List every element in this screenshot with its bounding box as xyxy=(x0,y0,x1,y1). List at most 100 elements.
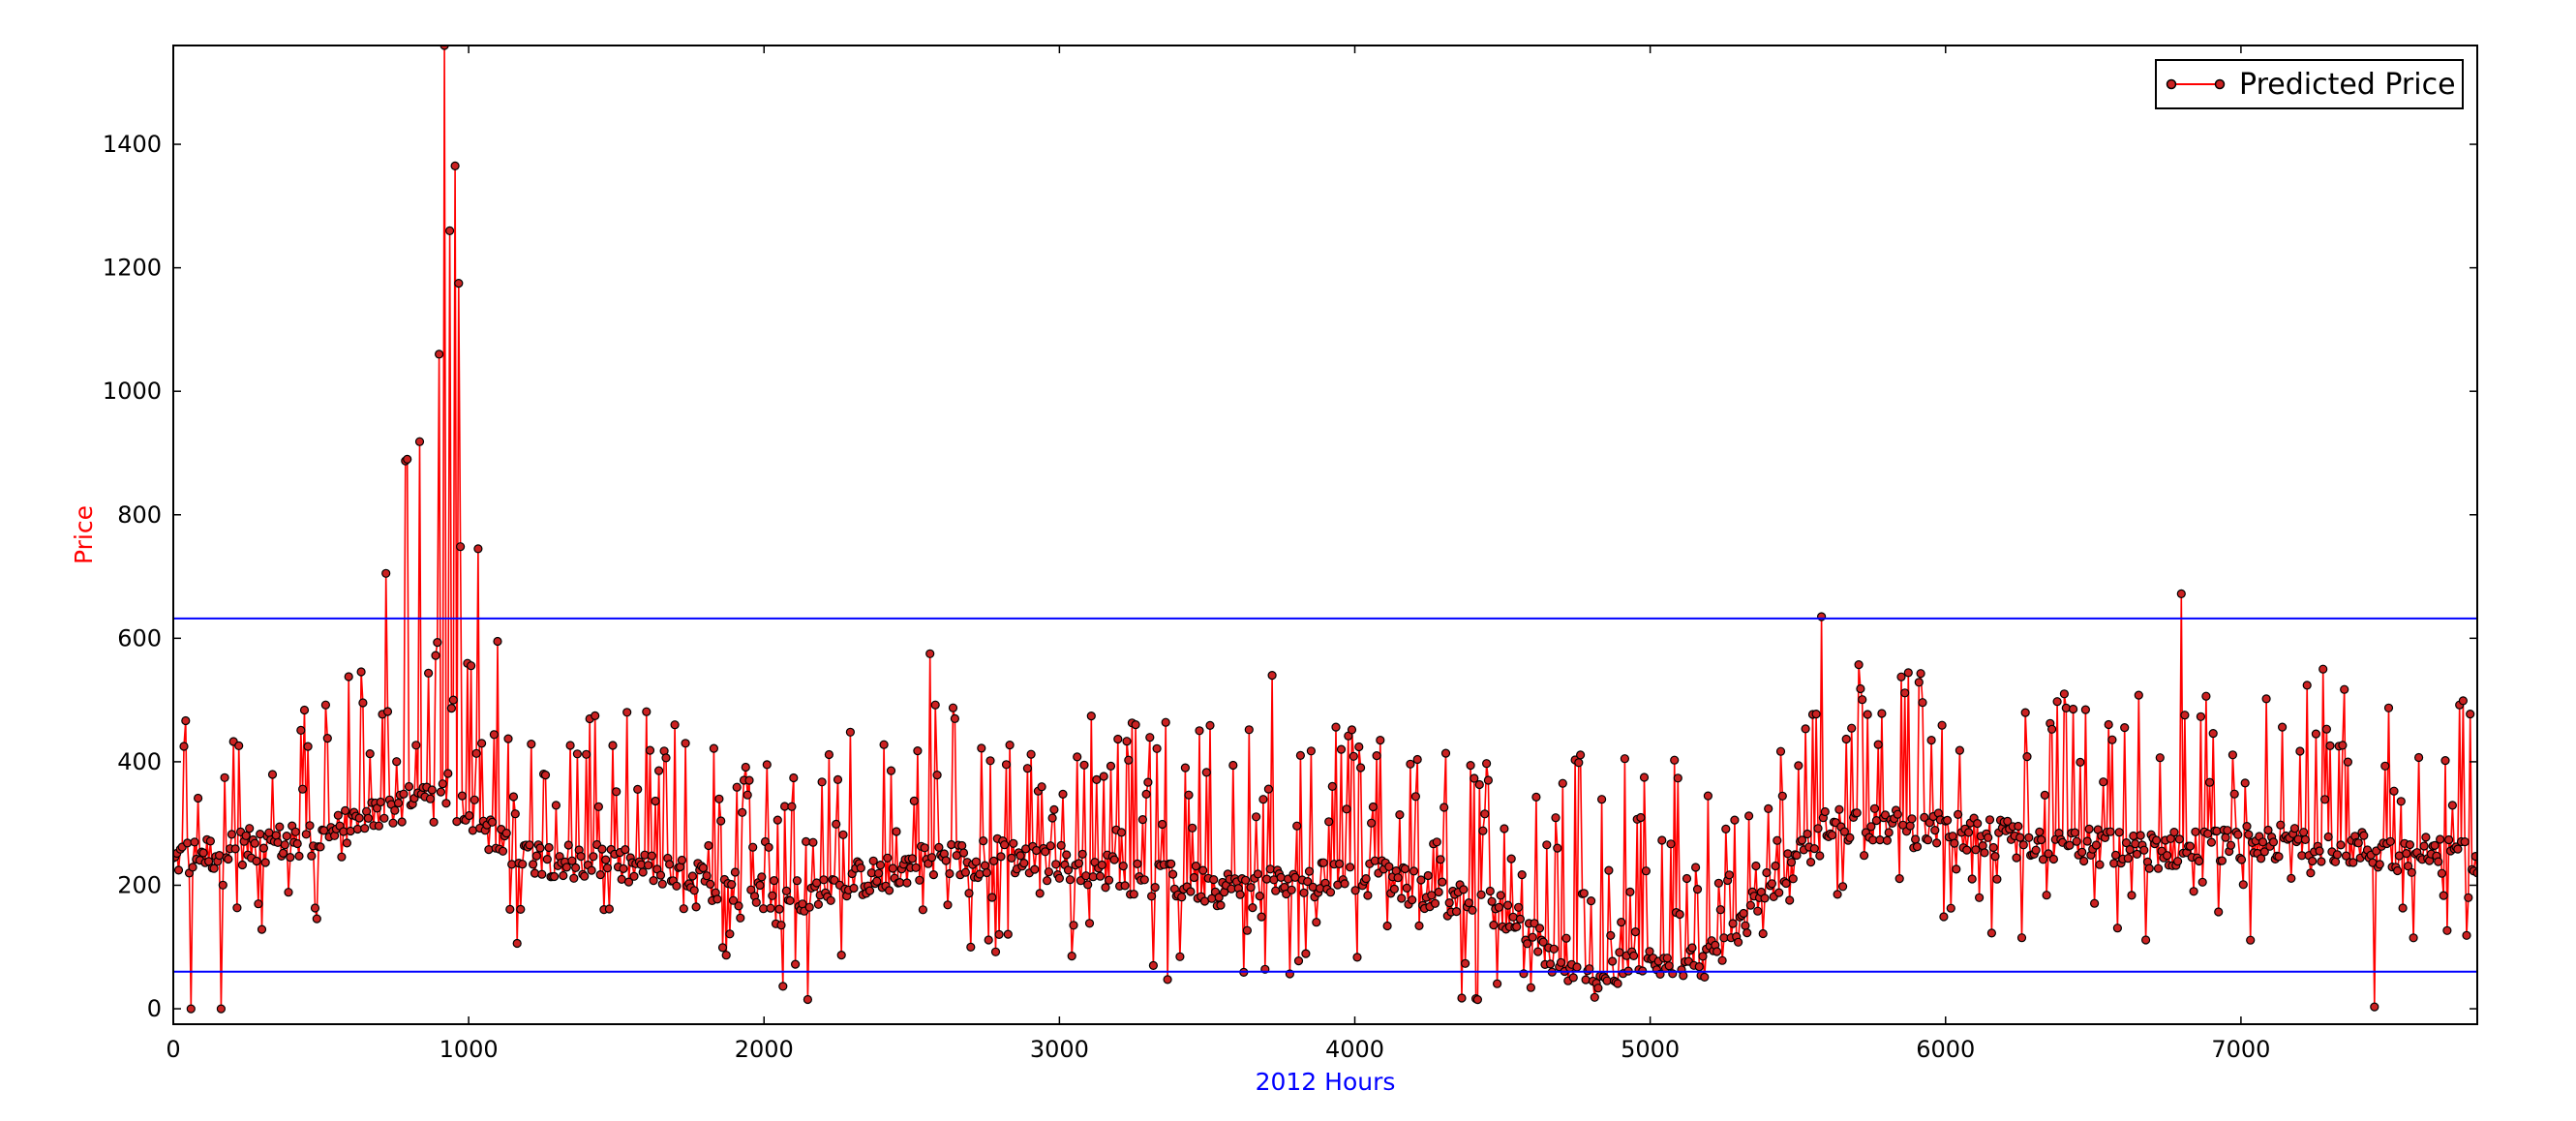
data-point xyxy=(728,895,739,905)
data-point xyxy=(1354,742,1364,752)
data-point xyxy=(1593,984,1603,993)
data-point xyxy=(1575,750,1586,760)
data-point xyxy=(1713,878,1724,888)
data-point xyxy=(1721,824,1731,834)
data-point xyxy=(2236,855,2247,864)
data-point xyxy=(2470,852,2477,862)
data-point xyxy=(1528,932,1537,942)
data-point xyxy=(403,454,412,464)
data-point xyxy=(2141,935,2151,945)
data-point xyxy=(849,883,859,894)
data-point xyxy=(1894,873,1904,884)
data-point xyxy=(525,840,534,850)
data-point xyxy=(902,878,912,888)
data-point xyxy=(227,830,236,839)
data-point xyxy=(1834,804,1844,814)
data-point xyxy=(1209,874,1219,885)
data-point xyxy=(1101,883,1110,893)
data-point xyxy=(1613,979,1622,988)
y-tick-label: 0 xyxy=(147,995,162,1022)
data-point xyxy=(484,844,494,855)
data-point xyxy=(563,840,573,850)
data-point xyxy=(2268,837,2279,847)
data-point xyxy=(681,739,690,748)
data-point xyxy=(1198,865,1208,875)
data-point xyxy=(1022,764,1033,773)
data-point xyxy=(1306,746,1317,756)
data-point xyxy=(649,875,658,886)
data-point xyxy=(1145,733,1155,742)
data-point xyxy=(964,889,974,898)
data-point xyxy=(2180,711,2190,720)
data-point xyxy=(267,770,278,779)
data-point xyxy=(1753,906,1763,916)
data-point xyxy=(337,852,347,862)
data-point xyxy=(1276,872,1286,883)
data-point xyxy=(1771,861,1780,871)
data-point xyxy=(2227,750,2237,760)
data-point xyxy=(1931,838,1942,848)
data-point xyxy=(2112,924,2122,933)
data-point xyxy=(446,703,456,713)
legend-label: Predicted Price xyxy=(2239,68,2456,102)
legend: Predicted Price xyxy=(2155,59,2464,109)
data-point xyxy=(1939,912,1949,922)
data-point xyxy=(930,700,940,710)
data-point xyxy=(1506,854,1516,863)
data-point xyxy=(1950,838,1959,848)
data-point xyxy=(224,854,233,864)
data-point xyxy=(2343,757,2352,767)
data-point xyxy=(1797,835,1807,845)
data-point xyxy=(1905,821,1915,831)
data-point xyxy=(2072,836,2081,846)
data-point xyxy=(1946,903,1955,913)
data-point xyxy=(1427,891,1437,900)
data-point xyxy=(1942,815,1953,826)
data-point xyxy=(333,810,343,820)
data-point xyxy=(441,799,451,808)
data-point xyxy=(1248,902,1258,913)
data-point xyxy=(294,851,304,862)
data-point xyxy=(2385,836,2395,846)
data-point xyxy=(2037,834,2046,845)
data-point xyxy=(2131,839,2140,849)
data-point xyxy=(1483,775,1494,785)
data-point xyxy=(477,739,487,748)
data-point xyxy=(2442,925,2452,935)
data-point xyxy=(1131,719,1140,730)
data-point xyxy=(589,852,598,862)
data-point xyxy=(907,854,918,863)
data-point xyxy=(1645,947,1654,956)
data-point xyxy=(2444,834,2454,845)
data-point xyxy=(232,903,242,913)
data-point xyxy=(1355,763,1366,773)
x-tick-label: 4000 xyxy=(1325,1036,1384,1063)
data-point xyxy=(790,959,801,969)
data-point xyxy=(1884,828,1894,837)
data-point xyxy=(647,851,656,861)
data-point xyxy=(1041,847,1050,857)
data-point xyxy=(2024,833,2034,842)
data-point xyxy=(2212,826,2222,836)
data-point xyxy=(1042,876,1052,886)
data-point xyxy=(1561,933,1571,943)
data-point xyxy=(445,226,455,235)
data-point xyxy=(1990,851,2000,862)
data-point xyxy=(1035,889,1045,898)
data-point xyxy=(1267,670,1277,681)
data-point xyxy=(762,760,772,770)
data-point xyxy=(1512,922,1522,932)
data-point xyxy=(1805,857,1816,867)
data-point xyxy=(2464,893,2473,902)
data-point xyxy=(230,844,240,854)
data-point xyxy=(918,905,928,915)
data-point xyxy=(1474,779,1484,790)
data-point xyxy=(518,860,528,869)
data-point xyxy=(1175,952,1185,961)
data-point xyxy=(971,857,981,866)
data-point xyxy=(1786,858,1797,867)
plot-frame xyxy=(172,45,2478,1025)
data-point xyxy=(1572,962,1582,972)
data-point xyxy=(254,899,263,909)
data-point xyxy=(1692,884,1703,894)
